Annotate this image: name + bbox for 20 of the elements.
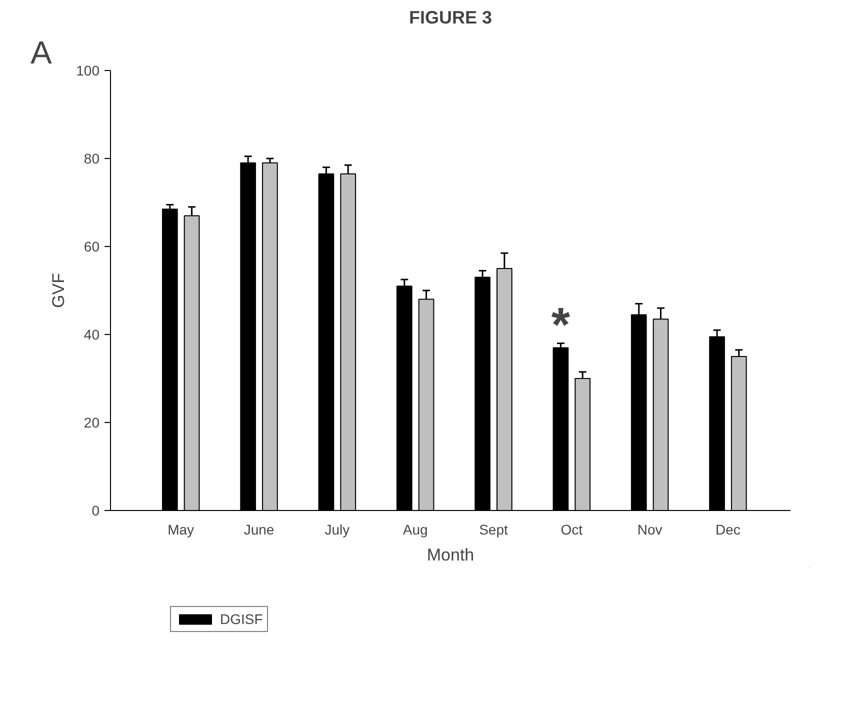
y-tick-label: 80 (84, 150, 100, 166)
annotation: * (551, 299, 570, 352)
y-tick-label: 40 (84, 326, 100, 342)
x-tick-label: Sept (479, 522, 508, 538)
x-tick-label: Oct (560, 522, 583, 538)
text: A (30, 34, 52, 70)
x-axis-title: Month (426, 546, 474, 564)
y-tick-label: 100 (76, 62, 100, 78)
x-tick-label: June (244, 522, 274, 538)
legend-label: DGISF (220, 611, 263, 627)
x-tick-label: Aug (402, 522, 428, 538)
x-tick-label: May (168, 522, 194, 538)
x-tick-label: July (324, 522, 350, 538)
y-tick-label: 60 (84, 238, 100, 254)
y-tick-label: 20 (84, 414, 100, 430)
chart-title: FIGURE 3 (408, 8, 492, 28)
x-tick-label: Nov (637, 522, 662, 538)
y-tick-label: 0 (92, 502, 100, 518)
y-axis-title: GVF (49, 273, 68, 308)
x-tick-label: Dec (716, 522, 740, 538)
